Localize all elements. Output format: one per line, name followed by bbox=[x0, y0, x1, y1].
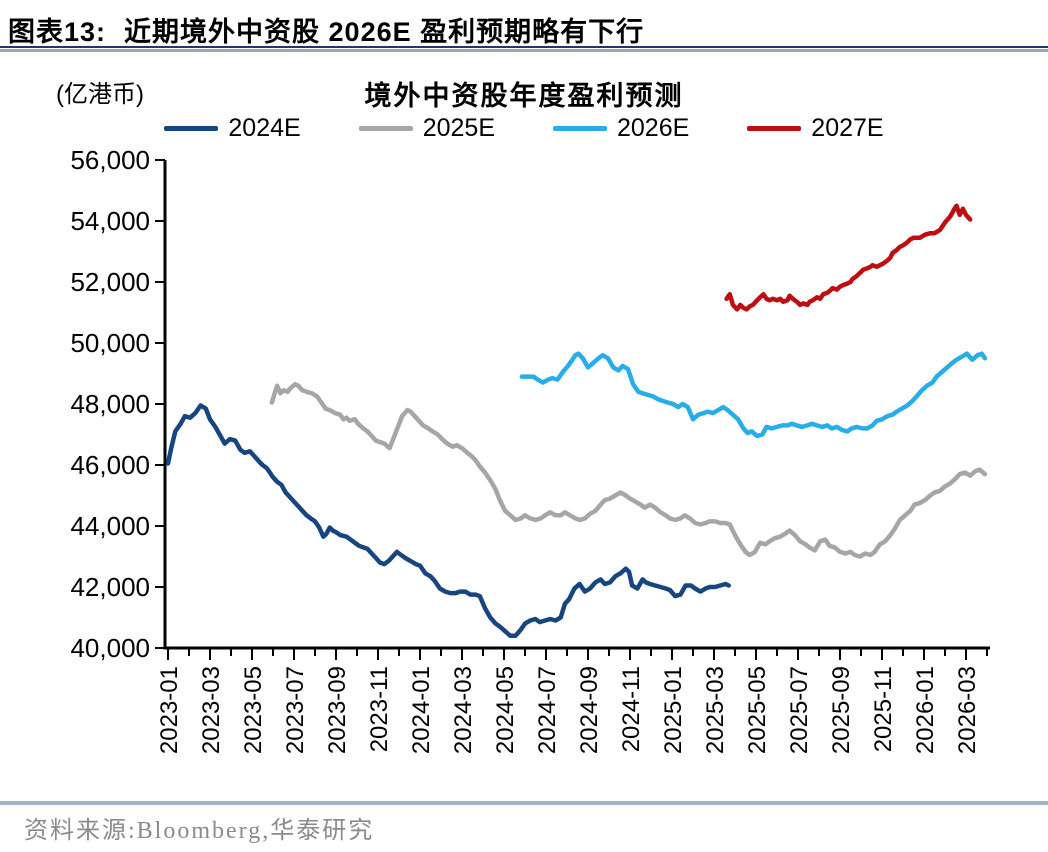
svg-text:2024-11: 2024-11 bbox=[618, 666, 645, 752]
figure-title: 近期境外中资股 2026E 盈利预期略有下行 bbox=[124, 17, 645, 47]
svg-text:48,000: 48,000 bbox=[70, 389, 150, 419]
svg-text:2026-03: 2026-03 bbox=[954, 666, 981, 754]
legend-item-2025e: 2025E bbox=[358, 114, 495, 143]
legend-item-2027e: 2027E bbox=[747, 114, 884, 143]
svg-text:2025-01: 2025-01 bbox=[660, 666, 687, 754]
svg-text:2023-07: 2023-07 bbox=[282, 666, 309, 754]
y-axis-unit-label: (亿港币) bbox=[56, 81, 144, 108]
svg-text:2024-09: 2024-09 bbox=[576, 666, 603, 754]
legend-line-swatch-2025e bbox=[358, 126, 413, 131]
svg-text:2023-09: 2023-09 bbox=[324, 666, 351, 754]
svg-text:2025-07: 2025-07 bbox=[786, 666, 813, 754]
svg-text:2023-11: 2023-11 bbox=[366, 666, 393, 752]
legend-label-2026e: 2026E bbox=[617, 114, 690, 142]
series-line-2024e bbox=[165, 403, 731, 639]
svg-text:52,000: 52,000 bbox=[70, 267, 150, 297]
chart-title: 境外中资股年度盈利预测 bbox=[364, 81, 684, 111]
svg-text:2025-11: 2025-11 bbox=[870, 666, 897, 752]
legend-label-2024e: 2024E bbox=[228, 114, 301, 142]
series-line-2026e bbox=[519, 351, 988, 439]
footer-rule bbox=[0, 801, 1048, 805]
x-axis-labels: 2023-01 2023-03 2023-05 2023-07 2023-09 2023-… bbox=[156, 666, 981, 754]
header-rule-dark bbox=[0, 46, 1048, 48]
legend-line-swatch-2024e bbox=[164, 126, 219, 131]
svg-text:54,000: 54,000 bbox=[70, 206, 150, 236]
source-note: 资料来源:Bloomberg,华泰研究 bbox=[24, 818, 375, 844]
series-line-2025e bbox=[269, 381, 988, 559]
legend-line-swatch-2026e bbox=[553, 126, 607, 131]
legend-label-2025e: 2025E bbox=[422, 114, 495, 142]
y-axis-ticks-and-labels: 40,000 42,000 44,000 46,000 48,000 50,000 52,0… bbox=[70, 145, 165, 663]
svg-text:2024-07: 2024-07 bbox=[534, 666, 561, 754]
header-rule-light bbox=[0, 49, 1048, 52]
series-line-2027e bbox=[724, 203, 973, 312]
legend-label-2027e: 2027E bbox=[811, 114, 884, 142]
svg-text:2025-03: 2025-03 bbox=[702, 666, 729, 754]
figure-number-label: 图表13: bbox=[8, 17, 107, 47]
x-axis-ticks bbox=[167, 648, 988, 660]
figure-header: 图表13: 近期境外中资股 2026E 盈利预期略有下行 bbox=[8, 10, 1048, 49]
svg-text:42,000: 42,000 bbox=[70, 572, 150, 602]
svg-text:44,000: 44,000 bbox=[70, 511, 150, 541]
svg-text:2023-03: 2023-03 bbox=[198, 666, 225, 754]
svg-text:50,000: 50,000 bbox=[70, 328, 150, 358]
svg-text:2023-01: 2023-01 bbox=[156, 666, 183, 754]
legend-item-2026e: 2026E bbox=[553, 114, 689, 143]
svg-text:56,000: 56,000 bbox=[70, 145, 150, 175]
svg-text:2026-01: 2026-01 bbox=[912, 666, 939, 754]
svg-text:2023-05: 2023-05 bbox=[240, 666, 267, 754]
axes bbox=[163, 160, 990, 650]
svg-text:2025-05: 2025-05 bbox=[744, 666, 771, 754]
svg-text:2024-03: 2024-03 bbox=[450, 666, 477, 754]
svg-text:40,000: 40,000 bbox=[70, 633, 150, 663]
legend-item-2024e: 2024E bbox=[164, 114, 301, 143]
legend-line-swatch-2027e bbox=[747, 126, 802, 131]
svg-text:2024-01: 2024-01 bbox=[408, 666, 435, 754]
svg-text:2025-09: 2025-09 bbox=[828, 666, 855, 754]
chart-legend: 2024E 2025E 2026E 2027E bbox=[0, 114, 1048, 143]
svg-text:46,000: 46,000 bbox=[70, 450, 150, 480]
svg-text:2024-05: 2024-05 bbox=[492, 666, 519, 754]
